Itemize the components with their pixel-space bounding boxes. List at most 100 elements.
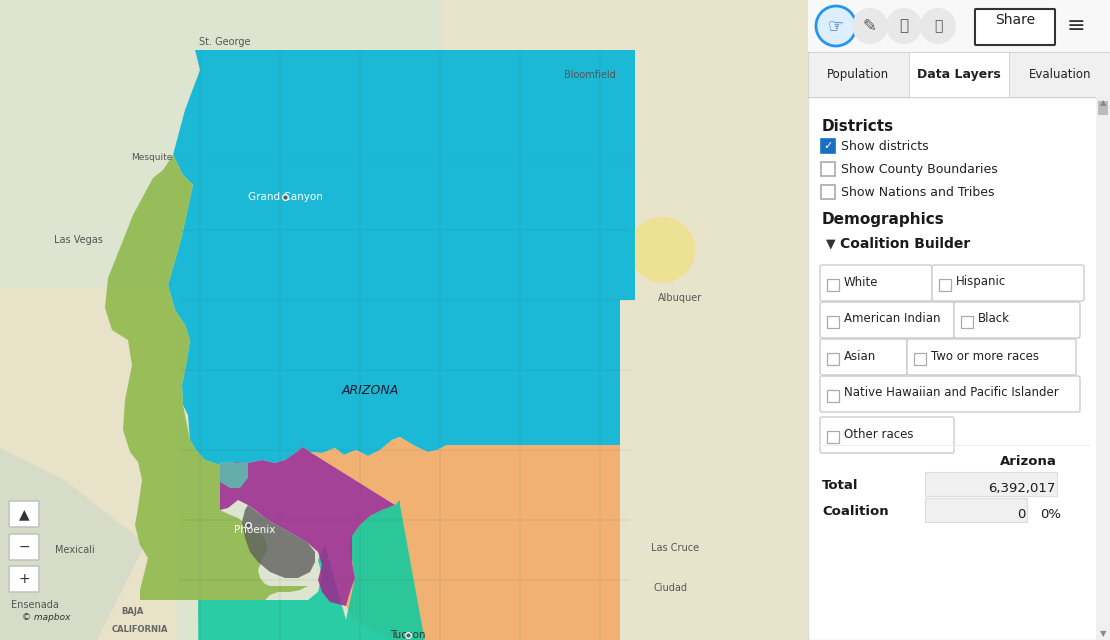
- Text: © mapbox: © mapbox: [22, 614, 71, 623]
- Text: ▲: ▲: [19, 507, 29, 521]
- FancyBboxPatch shape: [820, 339, 907, 375]
- FancyBboxPatch shape: [821, 138, 836, 152]
- FancyBboxPatch shape: [821, 184, 836, 198]
- Text: Phoenix: Phoenix: [234, 525, 275, 535]
- FancyBboxPatch shape: [925, 498, 1027, 522]
- Text: Share: Share: [995, 13, 1035, 27]
- FancyBboxPatch shape: [820, 417, 953, 453]
- Polygon shape: [0, 288, 178, 640]
- Text: Data Layers: Data Layers: [917, 68, 1001, 81]
- FancyBboxPatch shape: [9, 534, 39, 560]
- Text: ana: ana: [11, 515, 29, 525]
- Polygon shape: [220, 462, 248, 488]
- Text: Ciudad: Ciudad: [653, 583, 687, 593]
- Text: CALIFORNIA: CALIFORNIA: [112, 625, 169, 634]
- Bar: [808, 0, 1110, 52]
- Bar: [808, 52, 1110, 97]
- FancyBboxPatch shape: [827, 353, 839, 365]
- Text: +: +: [18, 572, 30, 586]
- FancyBboxPatch shape: [827, 278, 839, 291]
- Text: ▲: ▲: [1100, 99, 1107, 108]
- FancyBboxPatch shape: [820, 265, 932, 301]
- Text: 0: 0: [1018, 508, 1026, 521]
- Text: White: White: [844, 275, 878, 289]
- FancyBboxPatch shape: [820, 302, 953, 338]
- Circle shape: [852, 8, 888, 44]
- Text: ✓: ✓: [824, 141, 834, 150]
- Circle shape: [816, 6, 856, 46]
- Text: Population: Population: [827, 68, 889, 81]
- FancyBboxPatch shape: [915, 353, 927, 365]
- Bar: [808, 52, 909, 97]
- Bar: [1098, 101, 1108, 115]
- Text: Tucson: Tucson: [391, 630, 426, 640]
- Polygon shape: [105, 155, 307, 600]
- Text: Coalition Builder: Coalition Builder: [840, 237, 970, 251]
- FancyBboxPatch shape: [827, 390, 839, 401]
- Text: Arizona: Arizona: [999, 455, 1057, 468]
- FancyBboxPatch shape: [9, 566, 39, 592]
- FancyBboxPatch shape: [975, 9, 1054, 45]
- Bar: [1009, 52, 1110, 97]
- Text: ✎: ✎: [864, 17, 877, 35]
- Text: ▼: ▼: [826, 237, 836, 250]
- Circle shape: [630, 218, 695, 282]
- FancyBboxPatch shape: [925, 472, 1057, 496]
- Text: Asian: Asian: [844, 349, 876, 362]
- Polygon shape: [140, 500, 435, 640]
- Text: Evaluation: Evaluation: [1028, 68, 1091, 81]
- Text: American Indian: American Indian: [844, 312, 940, 326]
- Bar: [909, 52, 1009, 97]
- Text: Districts: Districts: [823, 119, 894, 134]
- FancyBboxPatch shape: [821, 161, 836, 175]
- Circle shape: [886, 8, 922, 44]
- Text: Albuquer: Albuquer: [658, 293, 703, 303]
- Text: Native Hawaiian and Pacific Islander: Native Hawaiian and Pacific Islander: [844, 387, 1059, 399]
- Text: Mesquite: Mesquite: [131, 154, 173, 163]
- Polygon shape: [0, 448, 145, 640]
- Text: BAJA: BAJA: [121, 607, 143, 616]
- Text: Show Nations and Tribes: Show Nations and Tribes: [841, 186, 995, 199]
- Text: ▼: ▼: [1100, 630, 1107, 639]
- Polygon shape: [242, 505, 315, 578]
- Polygon shape: [444, 0, 808, 640]
- Text: 6,392,017: 6,392,017: [989, 482, 1056, 495]
- Text: Other races: Other races: [844, 428, 914, 440]
- Text: Grand Canyon: Grand Canyon: [248, 192, 322, 202]
- Polygon shape: [310, 437, 620, 640]
- Text: Ensenada: Ensenada: [11, 600, 59, 610]
- Text: St. George: St. George: [200, 37, 251, 47]
- Text: Mexicali: Mexicali: [56, 545, 94, 555]
- FancyBboxPatch shape: [961, 316, 973, 328]
- Text: −: −: [18, 540, 30, 554]
- FancyBboxPatch shape: [939, 278, 951, 291]
- FancyBboxPatch shape: [907, 339, 1076, 375]
- Text: Black: Black: [978, 312, 1010, 326]
- Text: Bloomfield: Bloomfield: [564, 70, 616, 80]
- Text: ☞: ☞: [828, 17, 844, 35]
- Polygon shape: [220, 447, 395, 606]
- Circle shape: [920, 8, 956, 44]
- FancyBboxPatch shape: [932, 265, 1084, 301]
- FancyBboxPatch shape: [820, 376, 1080, 412]
- FancyBboxPatch shape: [827, 431, 839, 442]
- Text: Total: Total: [823, 479, 858, 492]
- Text: Coalition: Coalition: [823, 505, 889, 518]
- FancyBboxPatch shape: [9, 501, 39, 527]
- Text: Two or more races: Two or more races: [931, 349, 1039, 362]
- Text: ≡: ≡: [1067, 16, 1086, 36]
- FancyBboxPatch shape: [953, 302, 1080, 338]
- Text: Las Cruce: Las Cruce: [650, 543, 699, 553]
- Text: ARIZONA: ARIZONA: [342, 383, 398, 397]
- Text: 0%: 0%: [1040, 508, 1061, 521]
- Text: Hispanic: Hispanic: [956, 275, 1007, 289]
- Text: 🔍: 🔍: [934, 19, 942, 33]
- Text: Show districts: Show districts: [841, 140, 929, 153]
- FancyBboxPatch shape: [827, 316, 839, 328]
- Polygon shape: [168, 50, 635, 465]
- Text: Las Vegas: Las Vegas: [53, 235, 102, 245]
- Bar: [1096, 97, 1110, 640]
- Text: Demographics: Demographics: [823, 212, 945, 227]
- Text: ⬜: ⬜: [899, 19, 909, 33]
- Text: Show County Boundaries: Show County Boundaries: [841, 163, 998, 176]
